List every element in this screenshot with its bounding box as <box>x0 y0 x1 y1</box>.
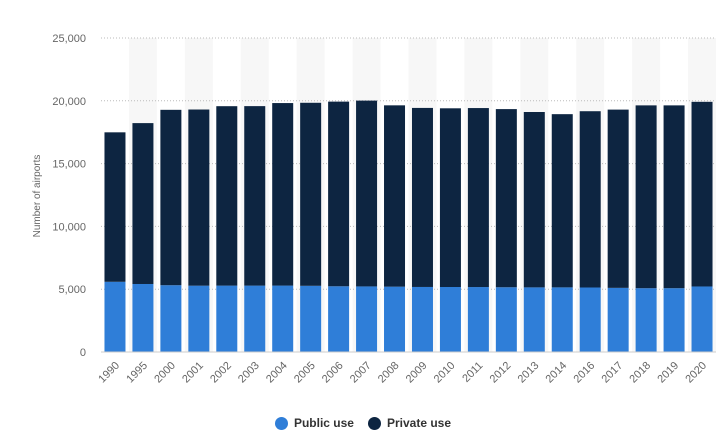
bar-private-use[interactable] <box>272 103 294 286</box>
x-tick-label: 2012 <box>488 360 514 386</box>
bar-public-use[interactable] <box>132 283 154 352</box>
bar-public-use[interactable] <box>244 285 266 352</box>
y-tick-labels: 0 5,000 10,000 15,000 20,000 25,000 <box>52 33 86 359</box>
bar-public-use[interactable] <box>607 287 629 352</box>
x-tick-label: 2000 <box>152 360 178 386</box>
bar-public-use[interactable] <box>467 287 489 352</box>
bar-private-use[interactable] <box>356 100 378 287</box>
y-tick-label: 10,000 <box>52 221 86 233</box>
bar-public-use[interactable] <box>272 285 294 352</box>
bar-public-use[interactable] <box>691 286 713 352</box>
bar-private-use[interactable] <box>635 105 657 289</box>
bar-public-use[interactable] <box>495 287 517 352</box>
x-tick-label: 2002 <box>208 360 234 386</box>
bar-private-use[interactable] <box>607 109 629 288</box>
bar-public-use[interactable] <box>300 285 322 352</box>
x-tick-label: 2010 <box>432 360 458 386</box>
bar-private-use[interactable] <box>411 107 433 287</box>
legend: Public use Private use <box>0 416 726 430</box>
x-tick-label: 2007 <box>348 360 374 386</box>
x-tick-label: 1990 <box>96 360 122 386</box>
bar-public-use[interactable] <box>104 281 126 352</box>
y-tick-label: 5,000 <box>58 284 86 296</box>
x-tick-label: 2004 <box>264 360 290 386</box>
bar-public-use[interactable] <box>663 288 685 352</box>
y-tick-label: 15,000 <box>52 159 86 171</box>
bar-public-use[interactable] <box>188 285 210 352</box>
bar-private-use[interactable] <box>495 109 517 288</box>
x-tick-label: 2011 <box>460 360 485 385</box>
bar-private-use[interactable] <box>160 109 182 286</box>
bar-public-use[interactable] <box>160 285 182 352</box>
bar-private-use[interactable] <box>579 111 601 288</box>
bar-private-use[interactable] <box>328 101 350 287</box>
y-tick-label: 0 <box>80 347 86 359</box>
x-tick-label: 2013 <box>516 360 542 386</box>
bar-private-use[interactable] <box>384 105 406 287</box>
y-axis-label: Number of airports <box>32 155 43 238</box>
x-tick-label: 2008 <box>376 360 402 386</box>
x-tick-label: 2003 <box>236 360 262 386</box>
bar-public-use[interactable] <box>551 287 573 352</box>
bar-private-use[interactable] <box>244 106 266 286</box>
bar-private-use[interactable] <box>104 132 126 282</box>
x-tick-labels: 1990 1995 2000 2001 2002 2003 2004 2005 2006 2007… <box>96 360 709 386</box>
x-tick-label: 2017 <box>599 360 625 386</box>
bar-private-use[interactable] <box>467 108 489 288</box>
x-tick-label: 2019 <box>655 360 681 386</box>
x-tick-label: 2005 <box>292 360 318 386</box>
bars <box>104 100 713 352</box>
bar-private-use[interactable] <box>663 105 685 289</box>
bar-public-use[interactable] <box>328 286 350 352</box>
bar-public-use[interactable] <box>411 286 433 352</box>
x-tick-label: 2006 <box>320 360 346 386</box>
x-tick-label: 1995 <box>124 360 150 386</box>
bar-private-use[interactable] <box>188 109 210 286</box>
bar-public-use[interactable] <box>356 286 378 352</box>
legend-item-public-use[interactable]: Public use <box>274 416 354 430</box>
y-tick-label: 20,000 <box>52 96 86 108</box>
bar-private-use[interactable] <box>132 123 154 284</box>
legend-label-private-use: Private use <box>386 416 452 430</box>
bar-public-use[interactable] <box>439 287 461 352</box>
x-tick-label: 2001 <box>180 360 206 386</box>
bar-private-use[interactable] <box>300 102 322 286</box>
bar-public-use[interactable] <box>579 287 601 352</box>
bar-public-use[interactable] <box>216 285 238 352</box>
x-tick-label: 2014 <box>544 360 570 386</box>
x-tick-label: 2020 <box>683 360 709 386</box>
bar-private-use[interactable] <box>216 106 238 286</box>
bar-public-use[interactable] <box>384 286 406 352</box>
bar-private-use[interactable] <box>691 101 713 287</box>
legend-swatch-private-use <box>367 416 381 430</box>
bar-public-use[interactable] <box>523 287 545 352</box>
legend-swatch-public-use <box>274 416 288 430</box>
legend-label-public-use: Public use <box>293 416 354 430</box>
x-tick-label: 2018 <box>627 360 653 386</box>
y-tick-label: 25,000 <box>52 33 86 45</box>
x-tick-label: 2016 <box>572 360 598 386</box>
bar-private-use[interactable] <box>551 114 573 288</box>
bar-private-use[interactable] <box>523 112 545 288</box>
x-tick-label: 2009 <box>404 360 430 386</box>
legend-item-private-use[interactable]: Private use <box>367 416 452 430</box>
bar-private-use[interactable] <box>439 108 461 288</box>
bar-public-use[interactable] <box>635 288 657 352</box>
